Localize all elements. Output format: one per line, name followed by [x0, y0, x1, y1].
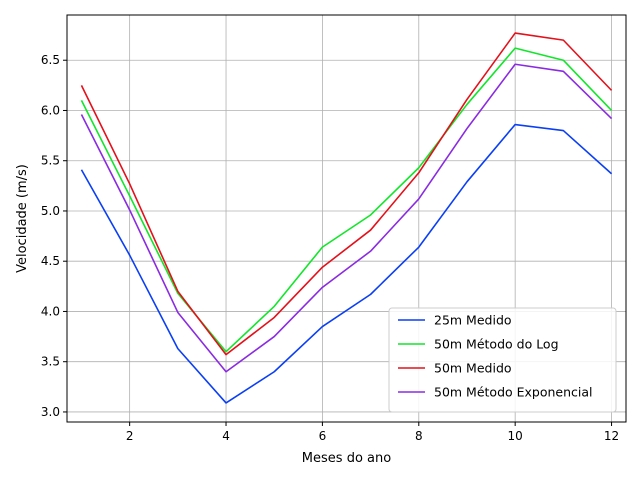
series-line-3: [80, 63, 613, 373]
legend: 25m Medido 50m Método do Log 50m Medido 50m…: [388, 307, 617, 413]
x-tick-label: 8: [415, 429, 423, 443]
y-tick-label: 6.0: [41, 103, 60, 117]
legend-label: 50m Método do Log: [434, 337, 559, 352]
legend-label: 50m Método Exponencial: [434, 385, 593, 400]
legend-label: 50m Medido: [434, 361, 512, 376]
series-line-1: [80, 47, 613, 353]
series-lines: [80, 32, 613, 404]
x-tick-label: 6: [319, 429, 327, 443]
y-axis-title: Velocidade (m/s): [15, 164, 30, 273]
y-axis-ticks: 3.0 3.5 4.0 4.5 5.0 5.5 6.0 6.5: [41, 53, 67, 419]
x-tick-label: 2: [126, 429, 134, 443]
x-axis-title: Meses do ano: [302, 451, 391, 466]
series-line-2: [80, 32, 613, 356]
x-tick-label: 4: [222, 429, 230, 443]
series-line-0: [80, 123, 613, 404]
y-tick-label: 4.5: [41, 254, 60, 268]
y-tick-label: 6.5: [41, 53, 60, 67]
legend-box: [388, 307, 617, 413]
y-tick-label: 3.5: [41, 355, 60, 369]
grid: [67, 15, 626, 422]
x-axis-ticks: 2 4 6 8 10 12: [126, 422, 619, 443]
y-tick-label: 5.5: [41, 154, 60, 168]
x-tick-label: 12: [604, 429, 619, 443]
y-tick-label: 4.0: [41, 304, 60, 318]
legend-label: 25m Medido: [434, 313, 512, 328]
y-tick-label: 3.0: [41, 405, 60, 419]
x-tick-label: 10: [508, 429, 523, 443]
plot-frame: [66, 14, 627, 423]
y-tick-label: 5.0: [41, 204, 60, 218]
